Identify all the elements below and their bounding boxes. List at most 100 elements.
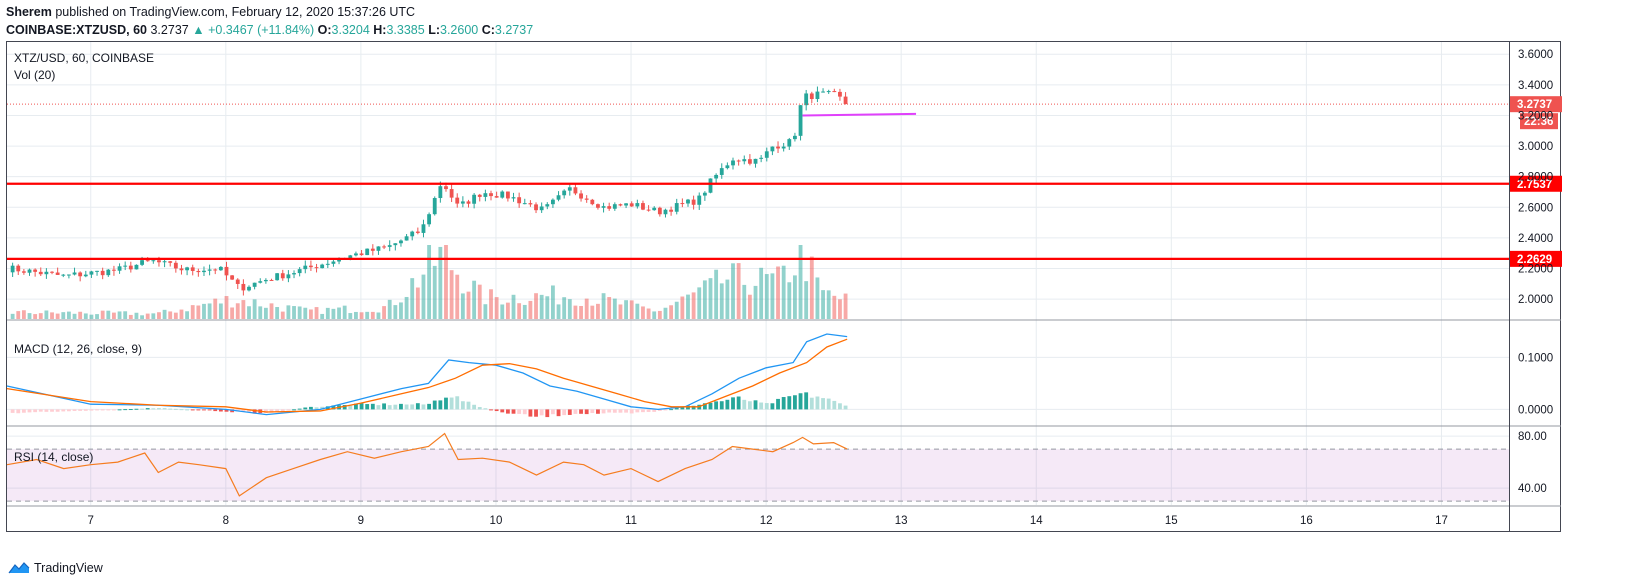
candle[interactable] bbox=[44, 271, 49, 275]
candle[interactable] bbox=[50, 271, 54, 273]
candle[interactable] bbox=[16, 265, 21, 272]
candle[interactable] bbox=[781, 146, 786, 149]
candle[interactable] bbox=[770, 146, 775, 152]
candle[interactable] bbox=[826, 91, 831, 93]
candle[interactable] bbox=[213, 269, 218, 271]
candle[interactable] bbox=[331, 261, 336, 264]
candle[interactable] bbox=[348, 255, 353, 259]
candle[interactable] bbox=[793, 135, 797, 140]
tradingview-logo-icon[interactable] bbox=[8, 561, 30, 575]
candle[interactable] bbox=[21, 271, 26, 273]
candle[interactable] bbox=[100, 270, 105, 276]
signal-line[interactable] bbox=[6, 338, 848, 413]
candle[interactable] bbox=[652, 207, 657, 211]
candle[interactable] bbox=[89, 271, 94, 275]
candle[interactable] bbox=[551, 199, 555, 205]
candle[interactable] bbox=[815, 91, 820, 100]
candle[interactable] bbox=[202, 270, 206, 273]
candle[interactable] bbox=[719, 168, 724, 175]
candle[interactable] bbox=[714, 174, 719, 179]
candle[interactable] bbox=[415, 231, 420, 233]
candle[interactable] bbox=[404, 236, 409, 241]
candle[interactable] bbox=[691, 199, 696, 205]
candle[interactable] bbox=[263, 279, 268, 282]
candle[interactable] bbox=[72, 272, 77, 275]
candle[interactable] bbox=[618, 204, 623, 206]
candle[interactable] bbox=[151, 260, 156, 262]
macd-pane[interactable] bbox=[6, 333, 848, 418]
candle[interactable] bbox=[61, 274, 66, 276]
candle[interactable] bbox=[573, 187, 578, 194]
candle[interactable] bbox=[455, 197, 460, 204]
candle[interactable] bbox=[432, 198, 437, 215]
candle[interactable] bbox=[224, 266, 229, 276]
candle[interactable] bbox=[697, 195, 702, 205]
candle[interactable] bbox=[601, 206, 606, 208]
candle[interactable] bbox=[596, 204, 600, 208]
candle[interactable] bbox=[252, 282, 257, 287]
candle[interactable] bbox=[83, 274, 88, 277]
candle[interactable] bbox=[190, 267, 195, 271]
candle[interactable] bbox=[438, 186, 443, 199]
candle[interactable] bbox=[280, 273, 285, 279]
candle[interactable] bbox=[207, 269, 212, 271]
trend-line[interactable] bbox=[802, 112, 917, 117]
candle[interactable] bbox=[247, 286, 251, 291]
candle[interactable] bbox=[460, 201, 465, 204]
candle[interactable] bbox=[55, 272, 60, 275]
candle[interactable] bbox=[359, 253, 364, 256]
candle[interactable] bbox=[674, 203, 679, 212]
candle[interactable] bbox=[708, 178, 713, 193]
candle[interactable] bbox=[410, 231, 415, 237]
candle[interactable] bbox=[500, 191, 505, 198]
candle[interactable] bbox=[635, 203, 640, 207]
candle[interactable] bbox=[337, 259, 341, 262]
candle[interactable] bbox=[725, 165, 730, 169]
candle[interactable] bbox=[832, 91, 837, 93]
candle[interactable] bbox=[38, 271, 43, 275]
candle[interactable] bbox=[10, 265, 15, 273]
candle[interactable] bbox=[185, 267, 190, 271]
candle[interactable] bbox=[314, 267, 319, 269]
candle[interactable] bbox=[134, 264, 139, 270]
candle[interactable] bbox=[731, 160, 735, 166]
candle[interactable] bbox=[562, 190, 567, 196]
candle[interactable] bbox=[241, 283, 246, 291]
candle[interactable] bbox=[286, 274, 291, 279]
candle[interactable] bbox=[624, 203, 628, 206]
candle[interactable] bbox=[112, 269, 116, 271]
candle[interactable] bbox=[168, 261, 173, 263]
candle[interactable] bbox=[297, 269, 302, 274]
candle[interactable] bbox=[556, 195, 561, 200]
candle[interactable] bbox=[477, 194, 482, 197]
candle[interactable] bbox=[736, 160, 741, 162]
candle[interactable] bbox=[196, 270, 201, 273]
candle[interactable] bbox=[140, 260, 144, 265]
candle[interactable] bbox=[303, 265, 308, 270]
candle[interactable] bbox=[33, 269, 38, 272]
candle[interactable] bbox=[787, 139, 792, 147]
candle[interactable] bbox=[590, 199, 595, 205]
candle[interactable] bbox=[354, 253, 358, 256]
candle[interactable] bbox=[179, 268, 184, 271]
symbol-label[interactable]: COINBASE:XTZUSD, 60 bbox=[6, 23, 147, 37]
candle[interactable] bbox=[522, 203, 527, 205]
candle[interactable] bbox=[387, 245, 392, 247]
author-name[interactable]: Sherem bbox=[6, 5, 52, 19]
candle[interactable] bbox=[27, 269, 32, 273]
candle[interactable] bbox=[776, 146, 780, 149]
candle[interactable] bbox=[680, 203, 685, 205]
candle[interactable] bbox=[753, 158, 758, 164]
candle[interactable] bbox=[106, 269, 111, 276]
candle[interactable] bbox=[258, 281, 263, 283]
candle[interactable] bbox=[579, 193, 583, 199]
candle[interactable] bbox=[646, 209, 651, 211]
candle[interactable] bbox=[747, 159, 752, 164]
candle[interactable] bbox=[173, 262, 178, 269]
candle[interactable] bbox=[218, 266, 223, 271]
candle[interactable] bbox=[308, 265, 313, 268]
candle[interactable] bbox=[528, 203, 533, 205]
candle[interactable] bbox=[567, 187, 572, 191]
candle[interactable] bbox=[764, 151, 769, 158]
